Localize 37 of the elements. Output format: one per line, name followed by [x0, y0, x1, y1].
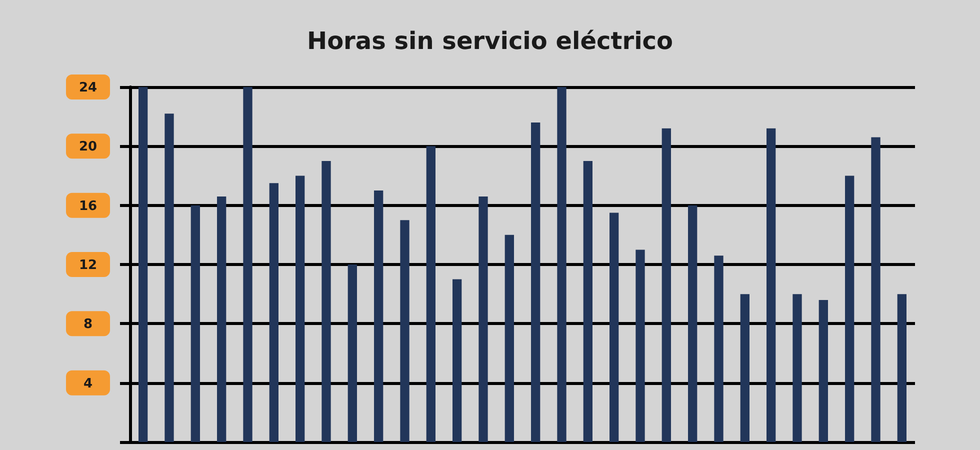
- bar: [452, 279, 462, 442]
- bar: [348, 264, 357, 442]
- bar: [714, 256, 724, 442]
- bar: [845, 176, 854, 442]
- y-tick-label: 12: [78, 258, 98, 273]
- y-tick-label: 16: [78, 198, 98, 214]
- bar: [818, 300, 828, 442]
- bar: [740, 294, 750, 442]
- chart-title: Horas sin servicio eléctrico: [306, 27, 674, 55]
- bar: [610, 212, 619, 442]
- bar: [897, 294, 906, 442]
- bar: [164, 114, 174, 442]
- bar: [478, 196, 488, 442]
- bar: [531, 122, 540, 442]
- bar: [322, 160, 331, 442]
- bar: [792, 294, 802, 442]
- y-tick-label: 8: [83, 317, 93, 332]
- bar: [504, 234, 514, 442]
- bar: [190, 205, 200, 442]
- bar: [662, 128, 671, 442]
- bar: [374, 190, 384, 442]
- y-tick-label: 24: [78, 80, 98, 96]
- y-tick-label: 20: [78, 140, 98, 155]
- bar: [296, 176, 305, 442]
- bar: [636, 250, 645, 442]
- bar: [138, 87, 148, 442]
- bar: [426, 146, 436, 442]
- bar: [243, 87, 252, 442]
- bar: [217, 196, 226, 442]
- bar: [557, 87, 566, 442]
- bar: [400, 220, 410, 442]
- bar: [583, 160, 592, 442]
- bar: [688, 205, 698, 442]
- bar: [269, 183, 278, 442]
- bar: [766, 128, 776, 442]
- bar: [871, 137, 880, 442]
- y-tick-label: 4: [83, 376, 93, 392]
